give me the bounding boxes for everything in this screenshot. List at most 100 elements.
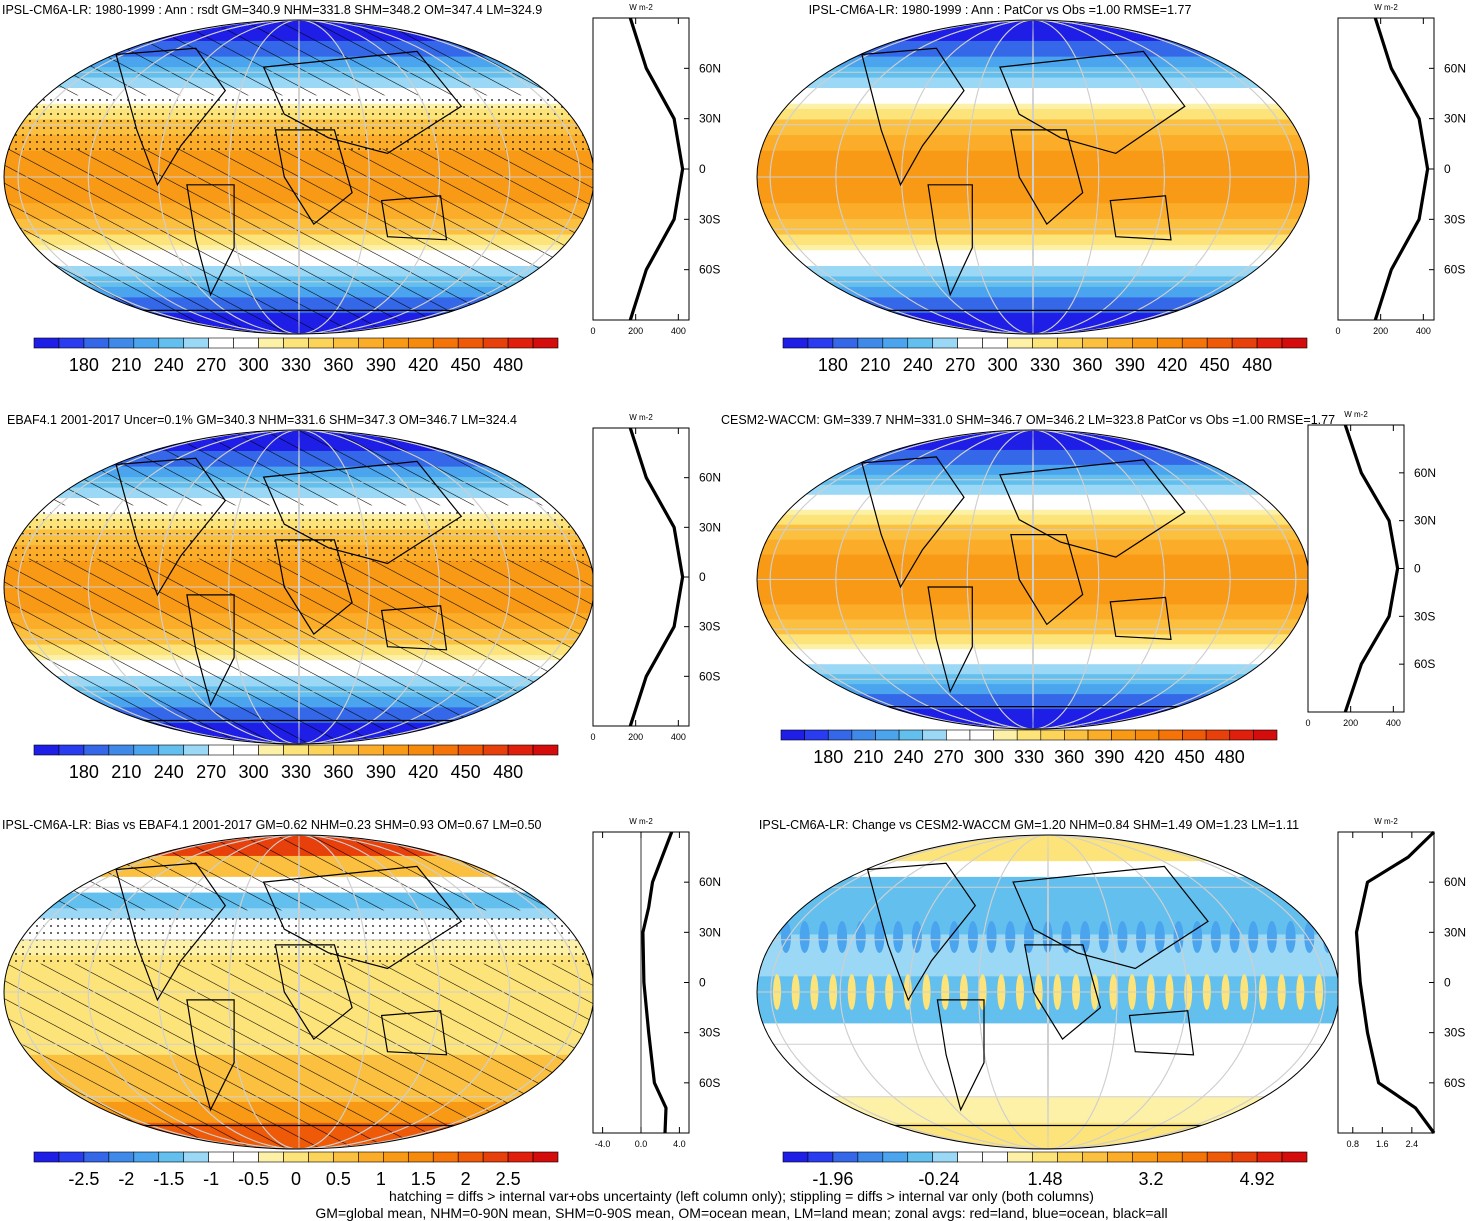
- colorbar-label: 180: [69, 355, 99, 375]
- continent-outline: [262, 460, 463, 565]
- colorbar-label: 1.5: [411, 1169, 436, 1189]
- change-blob: [1192, 921, 1203, 953]
- panel-title: IPSL-CM6A-LR: 1980-1999 : Ann : rsdt GM=…: [2, 3, 542, 17]
- zonal-mean-plot: 60N 30N 0 30S 60S -4.0 0.0 4.0 W m-2: [592, 817, 721, 1149]
- colorbar-swatch: [283, 337, 309, 349]
- zonal-mean-line: [1373, 17, 1430, 321]
- continent-outline: [1010, 534, 1084, 626]
- colorbar-swatch: [1134, 729, 1160, 741]
- panel-title: EBAF4.1 2001-2017 Uncer=0.1% GM=340.3 NH…: [7, 413, 517, 427]
- colorbar-swatch: [882, 337, 909, 349]
- colorbar-label: -2.5: [68, 1169, 99, 1189]
- colorbar-label: 4.92: [1240, 1169, 1275, 1189]
- y-tick-label: 60N: [699, 61, 721, 75]
- colorbar-label: 420: [1157, 355, 1187, 375]
- colorbar-swatch: [457, 744, 484, 756]
- x-tick-label: 0: [1305, 718, 1310, 728]
- change-blob: [1154, 921, 1165, 953]
- continent-outline: [115, 457, 227, 597]
- continent-outline: [861, 456, 965, 589]
- panel-2: IPSL-CM6A-LR: 1980-1999 : Ann : PatCor v…: [756, 3, 1466, 375]
- x-tick-label: 400: [1386, 718, 1401, 728]
- continent-outline: [186, 184, 235, 297]
- colorbar-swatch: [1032, 1151, 1058, 1163]
- change-blob: [1285, 921, 1296, 953]
- colorbar-label: -1.96: [812, 1169, 853, 1189]
- continent-outline: [274, 944, 353, 1040]
- colorbar-swatch: [1181, 337, 1208, 349]
- x-tick-label: 200: [1373, 326, 1388, 336]
- x-tick-label: 200: [1343, 718, 1358, 728]
- colorbar-swatch: [1231, 337, 1258, 349]
- continent-outline: [866, 862, 977, 1002]
- colorbar-label: 330: [1030, 355, 1060, 375]
- change-blob: [1304, 921, 1315, 953]
- colorbar-label: 300: [239, 355, 269, 375]
- colorbar-swatch: [1107, 337, 1133, 349]
- continent-outline: [1010, 129, 1084, 226]
- colorbar-swatch: [208, 744, 234, 756]
- colorbar-swatch: [832, 1151, 859, 1163]
- colorbar-swatch: [383, 1151, 409, 1163]
- continent-outline: [1109, 195, 1172, 241]
- colorbar-label: 420: [1134, 747, 1164, 767]
- colorbar-label: 450: [1200, 355, 1230, 375]
- zonal-units-label: W m-2: [1344, 410, 1368, 419]
- x-tick-label: 0: [590, 732, 595, 742]
- change-blob: [967, 921, 978, 953]
- change-blob: [911, 921, 922, 953]
- y-tick-label: 30N: [699, 112, 721, 126]
- colorbar-swatch: [33, 1151, 60, 1163]
- continent-outline: [115, 862, 227, 1002]
- colorbar-swatch: [1281, 1151, 1308, 1163]
- change-blob: [1117, 921, 1128, 953]
- colorbar-swatch: [1032, 337, 1058, 349]
- panel-5: IPSL-CM6A-LR: Bias vs EBAF4.1 2001-2017 …: [2, 817, 721, 1189]
- colorbar-swatch: [1016, 729, 1042, 741]
- world-map: [757, 835, 1339, 1149]
- colorbar-label: 210: [860, 355, 890, 375]
- colorbar-swatch: [183, 1151, 209, 1163]
- world-map: [757, 20, 1309, 334]
- x-tick-label: 400: [1416, 326, 1431, 336]
- colorbar-swatch: [333, 744, 359, 756]
- colorbar-swatch: [432, 744, 459, 756]
- x-tick-label: 0.0: [635, 1139, 648, 1149]
- colorbar-swatch: [922, 729, 947, 741]
- colorbar: 180 210 240 270 300 330 360 390 420 450 480: [780, 729, 1278, 767]
- colorbar-swatch: [108, 1151, 135, 1163]
- change-blob: [1229, 921, 1240, 953]
- zonal-mean-line: [628, 17, 685, 321]
- colorbar-swatch: [1082, 1151, 1108, 1163]
- colorbar-label: 210: [111, 762, 141, 782]
- colorbar-label: 390: [366, 355, 396, 375]
- colorbar-swatch: [183, 337, 209, 349]
- zonal-frame: [1337, 17, 1435, 321]
- y-tick-label: 30S: [699, 212, 720, 226]
- colorbar-label: -2: [118, 1169, 134, 1189]
- colorbar-swatch: [1087, 729, 1112, 741]
- colorbar-swatch: [208, 1151, 234, 1163]
- colorbar-label: 240: [903, 355, 933, 375]
- colorbar-label: 420: [408, 355, 438, 375]
- continent-outline: [927, 184, 973, 297]
- panel-title: CESM2-WACCM: GM=339.7 NHM=331.0 SHM=346.…: [721, 413, 1335, 427]
- colorbar-swatch: [907, 1151, 934, 1163]
- continent-outline: [186, 594, 235, 707]
- footer-line-2: GM=global mean, NHM=0-90N mean, SHM=0-90…: [315, 1205, 1168, 1221]
- colorbar-label: 330: [281, 762, 311, 782]
- colorbar-swatch: [1132, 1151, 1158, 1163]
- zonal-frame: [592, 427, 690, 727]
- continent-outline: [186, 999, 235, 1112]
- colorbar-swatch: [258, 1151, 284, 1163]
- change-blob: [1098, 921, 1109, 953]
- colorbar-swatch: [283, 744, 309, 756]
- colorbar-label: -1.5: [153, 1169, 184, 1189]
- colorbar-swatch: [258, 744, 284, 756]
- colorbar-label: -0.5: [238, 1169, 269, 1189]
- colorbar-swatch: [857, 337, 884, 349]
- colorbar-swatch: [407, 1151, 434, 1163]
- colorbar-swatch: [804, 729, 829, 741]
- colorbar-swatch: [233, 337, 259, 349]
